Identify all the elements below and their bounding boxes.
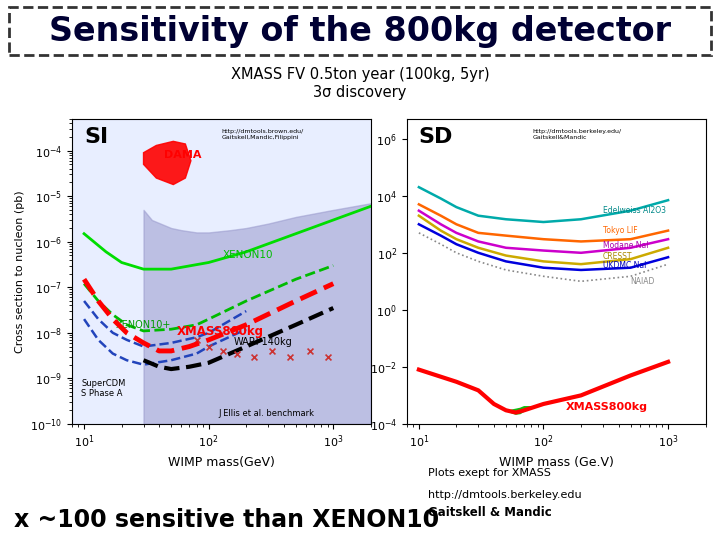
Text: SD: SD <box>419 127 453 147</box>
Polygon shape <box>511 407 531 414</box>
Text: J Ellis et al. benchmark: J Ellis et al. benchmark <box>219 409 315 418</box>
Point <box>266 347 277 355</box>
Point <box>217 347 229 355</box>
Text: XMASS800kg: XMASS800kg <box>176 325 264 338</box>
Point <box>203 342 215 351</box>
Text: XMASS800kg: XMASS800kg <box>565 402 647 413</box>
Text: Tokyo LIF: Tokyo LIF <box>603 226 638 235</box>
Text: Plots exept for XMASS: Plots exept for XMASS <box>428 468 552 478</box>
X-axis label: WIMP mass(GeV): WIMP mass(GeV) <box>168 456 275 469</box>
Text: NAIAD: NAIAD <box>631 277 655 286</box>
Point <box>305 347 316 355</box>
Y-axis label: Cross section to nucleon (pb): Cross section to nucleon (pb) <box>14 190 24 353</box>
Point <box>248 352 259 361</box>
Text: Sensitivity of the 800kg detector: Sensitivity of the 800kg detector <box>49 15 671 48</box>
Point <box>232 349 243 358</box>
X-axis label: WIMP mass (Ge.V): WIMP mass (Ge.V) <box>499 456 613 469</box>
Text: XMASS FV 0.5ton year (100kg, 5yr)
3σ discovery: XMASS FV 0.5ton year (100kg, 5yr) 3σ dis… <box>230 68 490 100</box>
Text: SuperCDM
S Phase A: SuperCDM S Phase A <box>81 379 126 399</box>
Text: XENON10+: XENON10+ <box>116 320 171 329</box>
Point <box>191 335 202 344</box>
Text: Modane NaI: Modane NaI <box>603 241 649 250</box>
Text: WARP140kg: WARP140kg <box>234 336 293 347</box>
Text: XENON10: XENON10 <box>223 249 274 260</box>
Point <box>322 352 333 361</box>
Point <box>284 352 296 361</box>
Text: http://dmtools.berkeley.edu: http://dmtools.berkeley.edu <box>428 489 582 500</box>
Text: Edelweiss Al2O3: Edelweiss Al2O3 <box>603 206 666 215</box>
Text: Gaitskell & Mandic: Gaitskell & Mandic <box>428 507 552 519</box>
Text: x ~100 sensitive than XENON10: x ~100 sensitive than XENON10 <box>14 508 439 532</box>
Text: UKDMC NaI: UKDMC NaI <box>603 261 647 269</box>
Text: http://dmtools.brown.edu/
Gaitskell,Mandic,Filippini: http://dmtools.brown.edu/ Gaitskell,Mand… <box>222 129 304 140</box>
Text: DAMA: DAMA <box>164 150 202 160</box>
Polygon shape <box>143 141 191 185</box>
Text: http://dmtools.berkeley.edu/
Gaitskell&Mandic: http://dmtools.berkeley.edu/ Gaitskell&M… <box>532 129 621 140</box>
Text: SI: SI <box>84 127 108 147</box>
Text: CRESST: CRESST <box>603 252 632 261</box>
